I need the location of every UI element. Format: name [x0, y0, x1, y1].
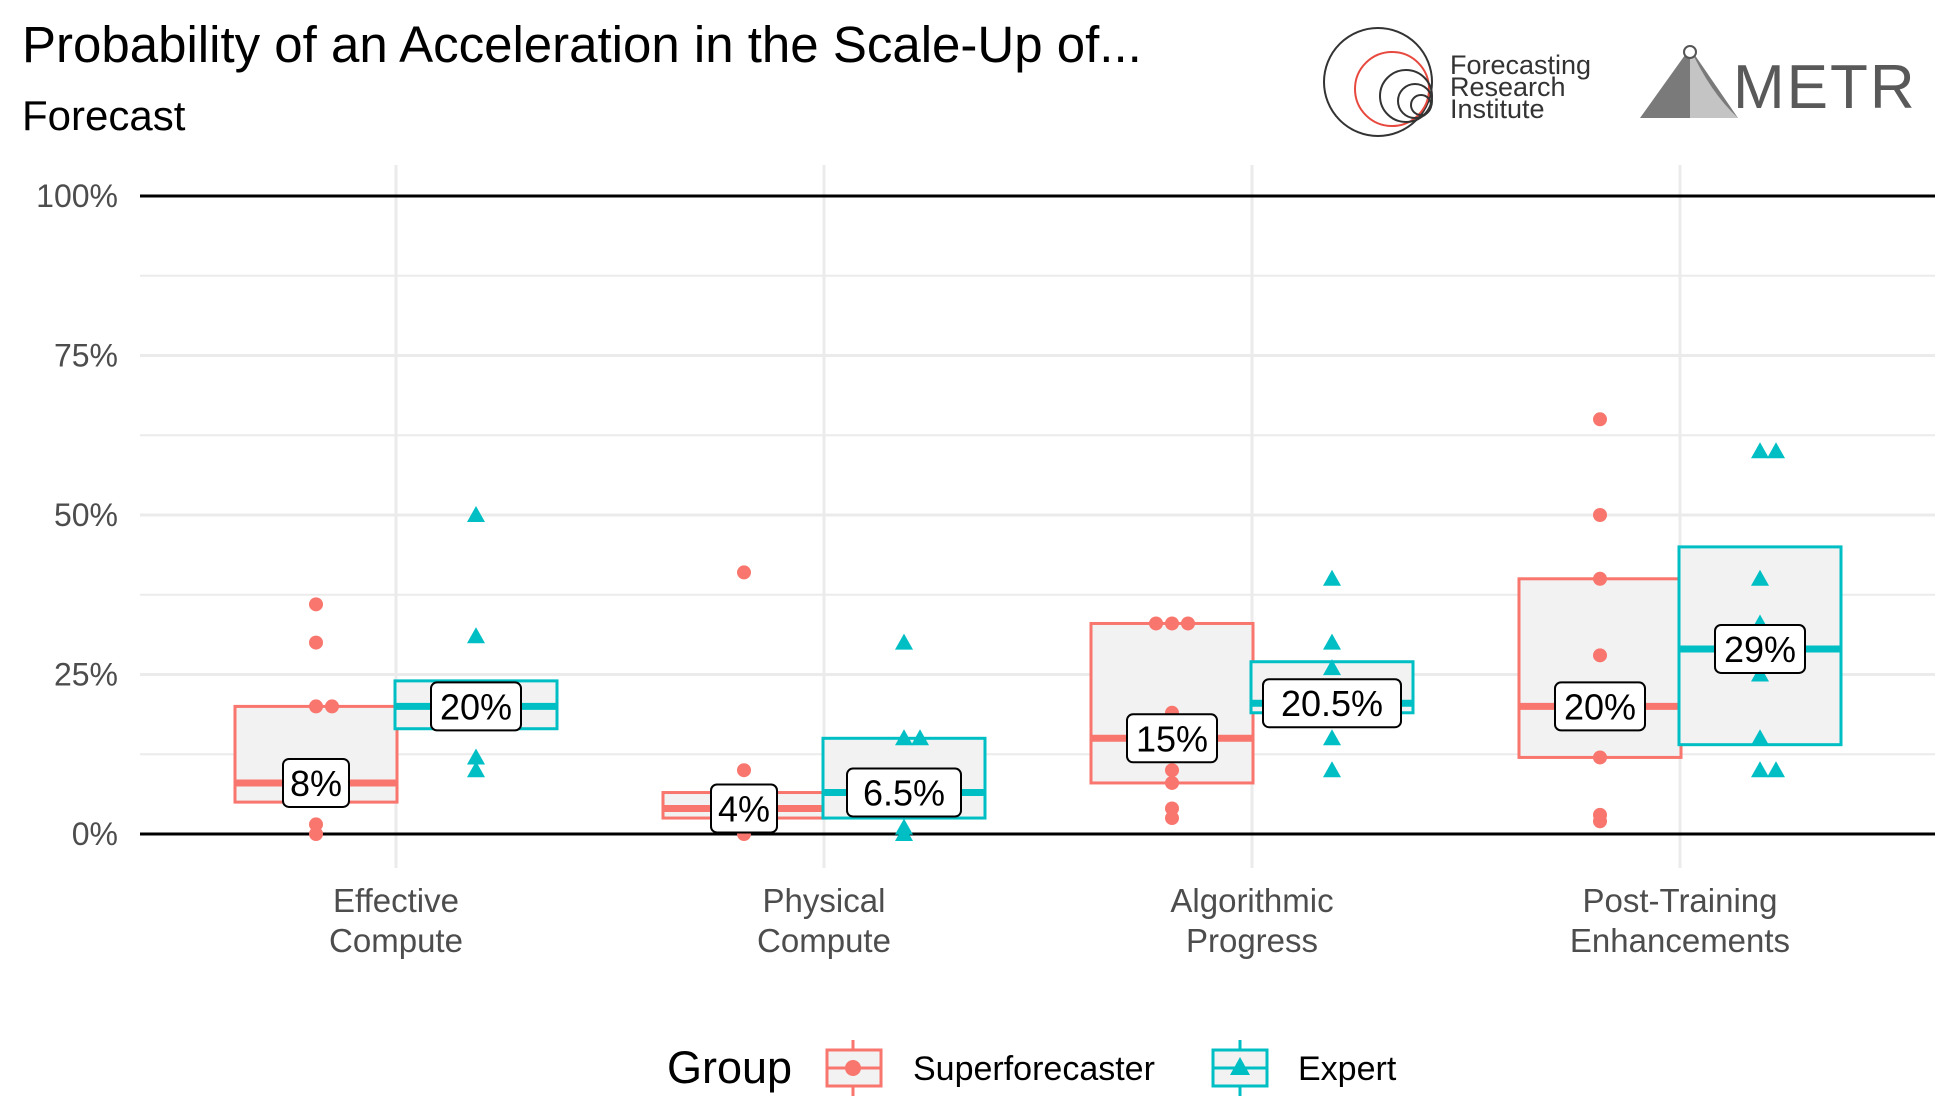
- x-tick-label: Post-Training: [1582, 882, 1777, 919]
- y-tick-label: 0%: [72, 816, 118, 852]
- x-axis: EffectiveComputePhysicalComputeAlgorithm…: [329, 882, 1790, 959]
- fri-logo-line-3: Institute: [1450, 94, 1545, 124]
- median-label-box-superforecaster: [1126, 713, 1218, 764]
- point-superforecaster: [309, 597, 323, 612]
- x-tick-label: Enhancements: [1570, 922, 1790, 959]
- median-label-superforecaster: 20%: [1564, 686, 1636, 727]
- median-label-superforecaster: 4%: [718, 788, 770, 829]
- point-superforecaster: [1149, 616, 1163, 631]
- y-tick-label: 25%: [54, 657, 118, 693]
- median-label-box-expert: [846, 767, 962, 818]
- median-label-superforecaster: 15%: [1136, 718, 1208, 759]
- y-tick-label: 50%: [54, 497, 118, 533]
- point-superforecaster: [309, 817, 323, 832]
- median-label-expert: 6.5%: [863, 773, 945, 814]
- point-expert: [911, 729, 929, 746]
- point-expert: [1323, 729, 1341, 746]
- legend-key-expert: [1211, 1040, 1269, 1096]
- fri-logo: Forecasting Research Institute: [1323, 27, 1591, 137]
- chart-title: Probability of an Acceleration in the Sc…: [22, 16, 1142, 73]
- point-superforecaster: [309, 699, 323, 714]
- point-expert: [1323, 569, 1341, 586]
- legend: Group Superforecaster Expert: [667, 1040, 1397, 1096]
- point-expert: [1767, 442, 1785, 459]
- x-tick-label: Algorithmic: [1170, 882, 1333, 919]
- legend-label-expert: Expert: [1298, 1050, 1397, 1088]
- y-tick-label: 100%: [36, 178, 118, 214]
- point-expert: [1323, 633, 1341, 650]
- median-label-box-expert: [1262, 678, 1402, 729]
- point-superforecaster: [1593, 648, 1607, 663]
- point-superforecaster: [1593, 750, 1607, 765]
- median-label-expert: 29%: [1724, 629, 1796, 670]
- legend-title: Group: [667, 1042, 792, 1093]
- point-superforecaster: [737, 763, 751, 778]
- point-superforecaster: [1165, 801, 1179, 816]
- point-expert: [467, 627, 485, 644]
- point-superforecaster: [1165, 775, 1179, 790]
- fri-logo-line-2: Research: [1450, 72, 1566, 102]
- median-label-expert: 20%: [440, 686, 512, 727]
- median-labels: 8% 4% 15% 20% 20% 6.5% 20.5% 29%: [282, 623, 1806, 834]
- point-expert: [1751, 442, 1769, 459]
- point-superforecaster: [1165, 616, 1179, 631]
- point-expert: [1767, 761, 1785, 778]
- legend-key-superforecaster: [825, 1040, 883, 1096]
- point-superforecaster: [1593, 508, 1607, 522]
- median-label-box-expert: [430, 681, 522, 732]
- median-label-box-superforecaster: [1554, 681, 1646, 732]
- data-points: [309, 412, 1785, 841]
- legend-label-superforecaster: Superforecaster: [913, 1050, 1155, 1088]
- point-superforecaster: [309, 827, 323, 841]
- grid-lines: [140, 165, 1935, 868]
- point-superforecaster: [1593, 571, 1607, 586]
- point-superforecaster: [1165, 811, 1179, 826]
- point-expert: [467, 748, 485, 765]
- x-tick-label: Effective: [333, 882, 459, 919]
- point-expert: [1751, 729, 1769, 746]
- point-expert: [1751, 761, 1769, 778]
- point-superforecaster: [1593, 814, 1607, 829]
- median-label-box-expert: [1714, 623, 1806, 674]
- point-superforecaster: [737, 565, 751, 580]
- point-superforecaster: [309, 635, 323, 650]
- metr-logo: METR: [1640, 45, 1917, 122]
- point-superforecaster: [1181, 616, 1195, 631]
- median-label-box-superforecaster: [282, 757, 350, 808]
- point-superforecaster: [1593, 412, 1607, 427]
- x-tick-label: Compute: [757, 922, 891, 959]
- metr-logo-text: METR: [1733, 53, 1917, 122]
- chart-subtitle: Forecast: [22, 92, 186, 139]
- point-expert: [895, 825, 913, 841]
- point-expert: [895, 633, 913, 650]
- point-expert: [1323, 761, 1341, 778]
- median-label-superforecaster: 8%: [290, 763, 342, 804]
- median-label-expert: 20.5%: [1281, 683, 1383, 724]
- point-expert: [1751, 569, 1769, 586]
- fri-logo-line-1: Forecasting: [1450, 50, 1591, 80]
- point-expert: [467, 761, 485, 778]
- x-tick-label: Compute: [329, 922, 463, 959]
- y-tick-label: 75%: [54, 338, 118, 374]
- point-expert: [895, 729, 913, 746]
- median-label-box-superforecaster: [710, 783, 778, 834]
- x-tick-label: Progress: [1186, 922, 1318, 959]
- point-superforecaster: [1165, 763, 1179, 778]
- x-tick-label: Physical: [763, 882, 886, 919]
- point-expert: [467, 506, 485, 522]
- y-axis: 0% 25% 50% 75% 100%: [36, 178, 118, 852]
- point-superforecaster: [325, 699, 339, 714]
- point-expert: [1323, 659, 1341, 676]
